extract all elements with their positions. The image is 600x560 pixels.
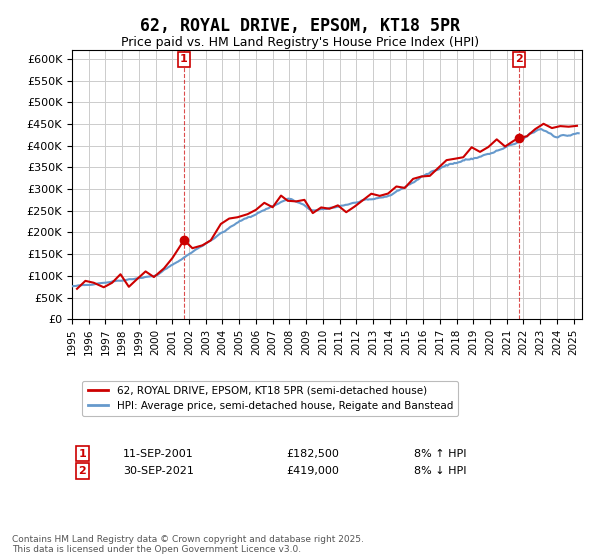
Text: 8% ↓ HPI: 8% ↓ HPI (414, 466, 466, 476)
Text: 2: 2 (515, 54, 523, 64)
Text: 11-SEP-2001: 11-SEP-2001 (123, 449, 194, 459)
Text: 1: 1 (79, 449, 86, 459)
Text: 1: 1 (180, 54, 188, 64)
Text: 8% ↑ HPI: 8% ↑ HPI (414, 449, 466, 459)
Legend: 62, ROYAL DRIVE, EPSOM, KT18 5PR (semi-detached house), HPI: Average price, semi: 62, ROYAL DRIVE, EPSOM, KT18 5PR (semi-d… (82, 380, 458, 416)
Text: Contains HM Land Registry data © Crown copyright and database right 2025.
This d: Contains HM Land Registry data © Crown c… (12, 535, 364, 554)
Text: 62, ROYAL DRIVE, EPSOM, KT18 5PR: 62, ROYAL DRIVE, EPSOM, KT18 5PR (140, 17, 460, 35)
Text: 2: 2 (79, 466, 86, 476)
Text: £419,000: £419,000 (286, 466, 339, 476)
Text: 30-SEP-2021: 30-SEP-2021 (123, 466, 194, 476)
Text: Price paid vs. HM Land Registry's House Price Index (HPI): Price paid vs. HM Land Registry's House … (121, 36, 479, 49)
Text: £182,500: £182,500 (286, 449, 339, 459)
